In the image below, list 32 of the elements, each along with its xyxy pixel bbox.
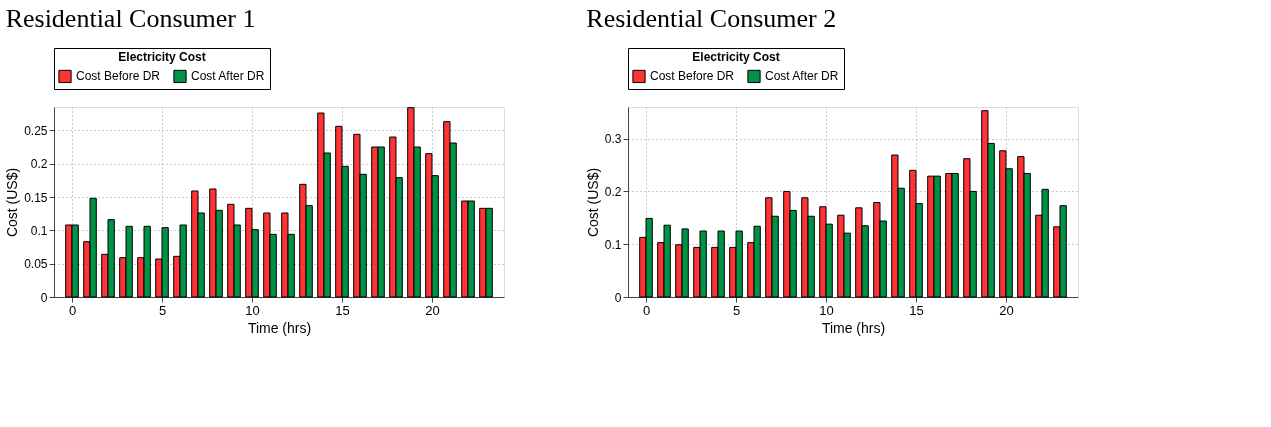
x-axis-title: Time (hrs) (247, 319, 312, 336)
y-tick-label: 0.05 (24, 257, 48, 272)
y-axis-title: Cost (US$) (4, 167, 21, 238)
legend-label: Cost Before DR (76, 69, 161, 84)
legend-label: Cost After DR (191, 69, 265, 84)
x-tick-label: 5 (732, 302, 741, 318)
legend-label: Cost Before DR (650, 69, 735, 84)
chart-title: Residential Consumer 1 (5, 3, 256, 33)
x-tick-label: 15 (909, 302, 924, 318)
legend-title: Electricity Cost (692, 50, 780, 64)
y-axis-title: Cost (US$) (584, 167, 601, 238)
y-tick-label: 0 (614, 290, 622, 305)
x-tick-label: 5 (158, 302, 167, 318)
y-tick-label: 0.3 (604, 132, 622, 147)
y-tick-label: 0.1 (30, 223, 48, 238)
y-tick-label: 0.25 (24, 123, 48, 138)
x-tick-label: 10 (245, 302, 260, 318)
chart-title: Residential Consumer 2 (586, 3, 837, 33)
x-tick-label: 20 (999, 302, 1014, 318)
legend-title: Electricity Cost (118, 50, 206, 64)
x-tick-label: 0 (68, 302, 77, 318)
x-tick-label: 10 (819, 302, 834, 318)
x-tick-label: 20 (425, 302, 440, 318)
y-tick-label: 0.1 (604, 237, 622, 252)
x-tick-label: 15 (335, 302, 350, 318)
legend-label: Cost After DR (765, 69, 839, 84)
x-axis-title: Time (hrs) (821, 319, 886, 336)
y-tick-label: 0.15 (24, 190, 48, 205)
y-tick-label: 0.2 (30, 157, 48, 172)
y-tick-label: 0 (40, 290, 48, 305)
x-tick-label: 0 (642, 302, 651, 318)
y-tick-label: 0.2 (604, 184, 622, 199)
